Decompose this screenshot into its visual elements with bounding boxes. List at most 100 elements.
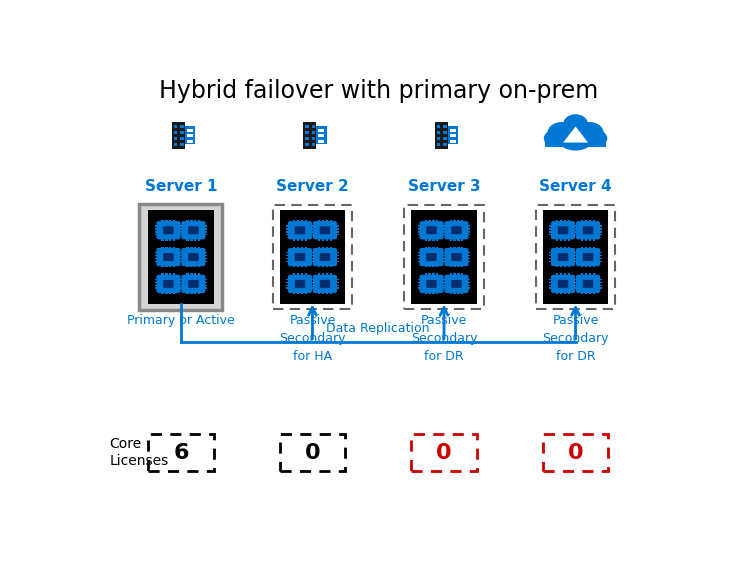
FancyBboxPatch shape: [335, 225, 339, 227]
FancyBboxPatch shape: [318, 273, 320, 276]
FancyBboxPatch shape: [598, 258, 601, 259]
FancyBboxPatch shape: [593, 238, 595, 241]
FancyBboxPatch shape: [320, 253, 330, 261]
FancyBboxPatch shape: [458, 264, 460, 267]
FancyBboxPatch shape: [194, 220, 196, 223]
FancyBboxPatch shape: [288, 275, 312, 293]
FancyBboxPatch shape: [178, 285, 182, 286]
FancyBboxPatch shape: [549, 252, 554, 254]
FancyBboxPatch shape: [564, 220, 566, 223]
FancyBboxPatch shape: [297, 264, 299, 267]
FancyBboxPatch shape: [429, 247, 431, 250]
FancyBboxPatch shape: [581, 220, 583, 223]
FancyBboxPatch shape: [187, 292, 189, 294]
FancyBboxPatch shape: [542, 210, 608, 304]
FancyBboxPatch shape: [310, 228, 314, 229]
FancyBboxPatch shape: [311, 279, 315, 280]
FancyBboxPatch shape: [419, 275, 444, 293]
FancyBboxPatch shape: [305, 264, 307, 267]
FancyBboxPatch shape: [432, 238, 435, 241]
FancyBboxPatch shape: [165, 292, 168, 294]
FancyBboxPatch shape: [162, 220, 164, 223]
FancyBboxPatch shape: [187, 273, 189, 276]
FancyBboxPatch shape: [288, 248, 312, 266]
FancyBboxPatch shape: [180, 225, 184, 227]
FancyBboxPatch shape: [556, 247, 558, 250]
FancyBboxPatch shape: [443, 234, 446, 236]
FancyBboxPatch shape: [581, 238, 583, 241]
FancyBboxPatch shape: [322, 247, 324, 250]
FancyBboxPatch shape: [311, 285, 315, 286]
FancyBboxPatch shape: [182, 275, 205, 293]
FancyBboxPatch shape: [564, 273, 566, 276]
FancyBboxPatch shape: [187, 220, 189, 223]
FancyBboxPatch shape: [437, 125, 441, 128]
FancyBboxPatch shape: [173, 292, 176, 294]
FancyBboxPatch shape: [437, 137, 441, 140]
FancyBboxPatch shape: [419, 248, 444, 266]
FancyBboxPatch shape: [187, 247, 189, 250]
FancyBboxPatch shape: [427, 226, 437, 234]
Text: Server 2: Server 2: [276, 179, 349, 194]
FancyBboxPatch shape: [180, 131, 184, 134]
FancyBboxPatch shape: [180, 260, 184, 262]
FancyBboxPatch shape: [190, 273, 193, 276]
FancyBboxPatch shape: [429, 238, 431, 241]
Circle shape: [548, 123, 576, 144]
FancyBboxPatch shape: [310, 279, 314, 280]
FancyBboxPatch shape: [573, 288, 576, 289]
FancyBboxPatch shape: [301, 273, 303, 276]
FancyBboxPatch shape: [432, 273, 435, 276]
FancyBboxPatch shape: [335, 228, 339, 229]
FancyBboxPatch shape: [155, 260, 159, 262]
FancyBboxPatch shape: [322, 273, 324, 276]
FancyBboxPatch shape: [187, 134, 193, 137]
FancyBboxPatch shape: [598, 228, 601, 229]
FancyBboxPatch shape: [443, 131, 446, 134]
FancyBboxPatch shape: [203, 228, 207, 229]
FancyBboxPatch shape: [311, 131, 315, 134]
FancyBboxPatch shape: [427, 253, 437, 261]
FancyBboxPatch shape: [551, 248, 575, 266]
FancyBboxPatch shape: [286, 279, 290, 280]
FancyBboxPatch shape: [448, 126, 458, 145]
FancyBboxPatch shape: [589, 273, 591, 276]
FancyBboxPatch shape: [598, 252, 601, 254]
FancyBboxPatch shape: [203, 234, 207, 236]
FancyBboxPatch shape: [330, 220, 332, 223]
FancyBboxPatch shape: [199, 264, 200, 267]
FancyBboxPatch shape: [203, 225, 207, 227]
FancyBboxPatch shape: [444, 248, 469, 266]
FancyBboxPatch shape: [203, 279, 207, 280]
FancyBboxPatch shape: [573, 260, 576, 262]
FancyBboxPatch shape: [560, 247, 562, 250]
FancyBboxPatch shape: [182, 221, 205, 240]
FancyBboxPatch shape: [173, 131, 177, 134]
FancyBboxPatch shape: [583, 280, 593, 288]
FancyBboxPatch shape: [306, 125, 309, 128]
Bar: [536, 205, 615, 309]
FancyBboxPatch shape: [418, 252, 421, 254]
FancyBboxPatch shape: [335, 234, 339, 236]
FancyBboxPatch shape: [318, 134, 325, 137]
FancyBboxPatch shape: [593, 220, 595, 223]
FancyBboxPatch shape: [443, 285, 446, 286]
FancyBboxPatch shape: [311, 137, 315, 140]
FancyBboxPatch shape: [585, 238, 587, 241]
FancyBboxPatch shape: [297, 247, 299, 250]
FancyBboxPatch shape: [313, 275, 337, 293]
FancyBboxPatch shape: [581, 264, 583, 267]
FancyBboxPatch shape: [432, 220, 435, 223]
FancyBboxPatch shape: [453, 273, 455, 276]
FancyBboxPatch shape: [449, 273, 452, 276]
FancyBboxPatch shape: [429, 220, 431, 223]
FancyBboxPatch shape: [444, 275, 469, 293]
FancyBboxPatch shape: [194, 273, 196, 276]
FancyBboxPatch shape: [180, 288, 184, 289]
FancyBboxPatch shape: [593, 292, 595, 294]
FancyBboxPatch shape: [178, 279, 182, 280]
FancyBboxPatch shape: [598, 285, 601, 286]
FancyBboxPatch shape: [432, 264, 435, 267]
FancyBboxPatch shape: [573, 285, 576, 286]
FancyBboxPatch shape: [335, 281, 339, 283]
